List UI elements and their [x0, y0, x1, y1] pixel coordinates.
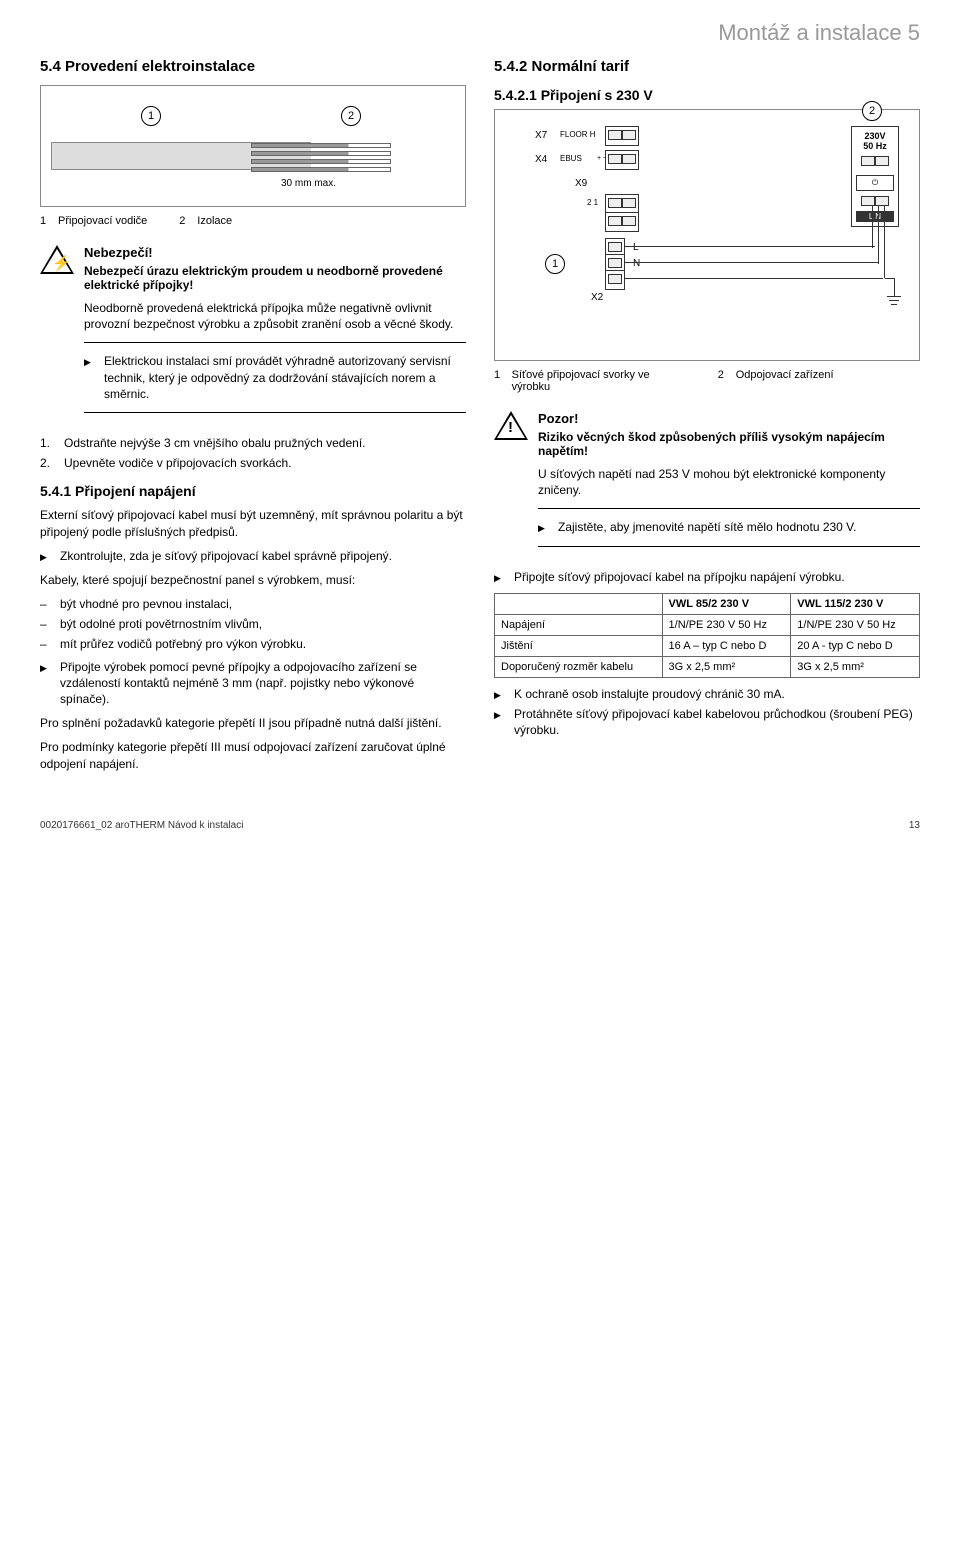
danger-body: Neodborně provedená elektrická přípojka … [84, 300, 466, 332]
callout-2: 2 [862, 101, 882, 121]
legend-text: Síťové připojovací svorky ve výrobku [512, 369, 686, 393]
danger-block: ⚡ Nebezpečí! Nebezpečí úrazu elektrickým… [40, 245, 466, 423]
table-cell: 1/N/PE 230 V 50 Hz [791, 614, 920, 635]
table-head: VWL 85/2 230 V [662, 593, 791, 614]
step-num: 2. [40, 455, 56, 471]
legend-text: Odpojovací zařízení [736, 369, 834, 393]
legend-num: 1 [40, 215, 52, 227]
danger-subtitle: Nebezpečí úrazu elektrickým proudem u ne… [84, 264, 466, 292]
table-head: VWL 115/2 230 V [791, 593, 920, 614]
label-floorh: FLOOR H [560, 130, 596, 139]
label-230v: 230V [856, 131, 894, 141]
legend-num: 2 [179, 215, 191, 227]
main-columns: 5.4 Provedení elektroinstalace 1 2 30 mm… [40, 58, 920, 780]
label-x4: X4 [535, 154, 547, 165]
dimension-label: 30 mm max. [281, 178, 336, 189]
triangle-bullet-icon [84, 353, 96, 402]
table-cell: 3G x 2,5 mm² [791, 656, 920, 677]
legend-num: 1 [494, 369, 506, 393]
table-cell: 16 A – typ C nebo D [662, 635, 791, 656]
footer-pagenum: 13 [909, 820, 920, 831]
figure-wiring: X7 FLOOR H X4 EBUS + - X9 2 1 L N 1 X2 [494, 109, 920, 361]
table-row: Jištění 16 A – typ C nebo D 20 A - typ C… [495, 635, 920, 656]
danger-icon: ⚡ [40, 245, 74, 275]
table-row: Napájení 1/N/PE 230 V 50 Hz 1/N/PE 230 V… [495, 614, 920, 635]
caution-icon: ! [494, 411, 528, 441]
step-text: Odstraňte nejvýše 3 cm vnějšího obalu pr… [64, 435, 366, 451]
label-x9: X9 [575, 178, 587, 189]
footer-docid: 0020176661_02 aroTHERM Návod k instalaci [40, 820, 243, 831]
table-cell: Doporučený rozměr kabelu [495, 656, 663, 677]
para-cat3: Pro podmínky kategorie přepětí III musí … [40, 739, 466, 771]
triangle-bullet-icon [494, 686, 506, 702]
bullet-rcd: K ochraně osob instalujte proudový chrán… [514, 686, 785, 702]
para-cat2: Pro splnění požadavků kategorie přepětí … [40, 715, 466, 731]
page-footer: 0020176661_02 aroTHERM Návod k instalaci… [40, 820, 920, 831]
dash-item: mít průřez vodičů potřebný pro výkon výr… [60, 636, 306, 652]
para-cables-must: Kabely, které spojují bezpečnostní panel… [40, 572, 466, 588]
heading-5-4-2: 5.4.2 Normální tarif [494, 58, 920, 75]
caution-bullet: Zajistěte, aby jmenovité napětí sítě měl… [558, 519, 856, 535]
legend-text: Izolace [197, 215, 232, 227]
label-21: 2 1 [587, 198, 598, 207]
caution-block: ! Pozor! Riziko věcných škod způsobených… [494, 411, 920, 557]
label-L: L [633, 242, 639, 253]
dash-bullet-icon [40, 616, 52, 632]
table-cell: 3G x 2,5 mm² [662, 656, 791, 677]
table-cell: 1/N/PE 230 V 50 Hz [662, 614, 791, 635]
triangle-bullet-icon [494, 706, 506, 738]
label-x2: X2 [591, 292, 603, 303]
bullet-check-cable: Zkontrolujte, zda je síťový připojovací … [60, 548, 392, 564]
step-text: Upevněte vodiče v připojovacích svorkách… [64, 455, 291, 471]
legend-fig1: 1 Připojovací vodiče 2 Izolace [40, 215, 466, 227]
page-header: Montáž a instalace 5 [40, 20, 920, 46]
callout-1: 1 [545, 254, 565, 274]
triangle-bullet-icon [40, 548, 52, 564]
triangle-bullet-icon [538, 519, 550, 535]
heading-5-4: 5.4 Provedení elektroinstalace [40, 58, 466, 75]
caution-subtitle: Riziko věcných škod způsobených příliš v… [538, 430, 920, 458]
callout-2: 2 [341, 106, 361, 126]
spec-table: VWL 85/2 230 V VWL 115/2 230 V Napájení … [494, 593, 920, 678]
left-column: 5.4 Provedení elektroinstalace 1 2 30 mm… [40, 58, 466, 780]
step-num: 1. [40, 435, 56, 451]
label-ebus: EBUS [560, 154, 582, 163]
caution-body: U síťových napětí nad 253 V mohou být el… [538, 466, 920, 498]
bullet-connect-supply: Připojte síťový připojovací kabel na pří… [514, 569, 845, 585]
dash-bullet-icon [40, 596, 52, 612]
table-cell: Napájení [495, 614, 663, 635]
table-row: Doporučený rozměr kabelu 3G x 2,5 mm² 3G… [495, 656, 920, 677]
callout-1: 1 [141, 106, 161, 126]
danger-bullet: Elektrickou instalaci smí provádět výhra… [104, 353, 466, 402]
dash-item: být vhodné pro pevnou instalaci, [60, 596, 232, 612]
bullet-gland: Protáhněte síťový připojovací kabel kabe… [514, 706, 920, 738]
dash-bullet-icon [40, 636, 52, 652]
label-LN: L N [856, 211, 894, 222]
heading-5-4-2-1: 5.4.2.1 Připojení s 230 V [494, 87, 920, 103]
table-cell: Jištění [495, 635, 663, 656]
legend-text: Připojovací vodiče [58, 215, 147, 227]
triangle-bullet-icon [494, 569, 506, 585]
legend-fig2: 1Síťové připojovací svorky ve výrobku 2O… [494, 369, 920, 393]
heading-5-4-1: 5.4.1 Připojení napájení [40, 483, 466, 499]
bullet-connect-fixed: Připojte výrobek pomocí pevné přípojky a… [60, 659, 466, 708]
para-ext-cable: Externí síťový připojovací kabel musí bý… [40, 507, 466, 539]
legend-num: 2 [718, 369, 730, 393]
dash-item: být odolné proti povětrnostním vlivům, [60, 616, 262, 632]
table-head [495, 593, 663, 614]
danger-title: Nebezpečí! [84, 245, 466, 260]
label-50hz: 50 Hz [856, 141, 894, 151]
label-x7: X7 [535, 130, 547, 141]
right-column: 5.4.2 Normální tarif 5.4.2.1 Připojení s… [494, 58, 920, 780]
figure-cable-prep: 1 2 30 mm max. [40, 85, 466, 207]
caution-title: Pozor! [538, 411, 920, 426]
table-cell: 20 A - typ C nebo D [791, 635, 920, 656]
label-N: N [633, 258, 640, 269]
triangle-bullet-icon [40, 659, 52, 708]
